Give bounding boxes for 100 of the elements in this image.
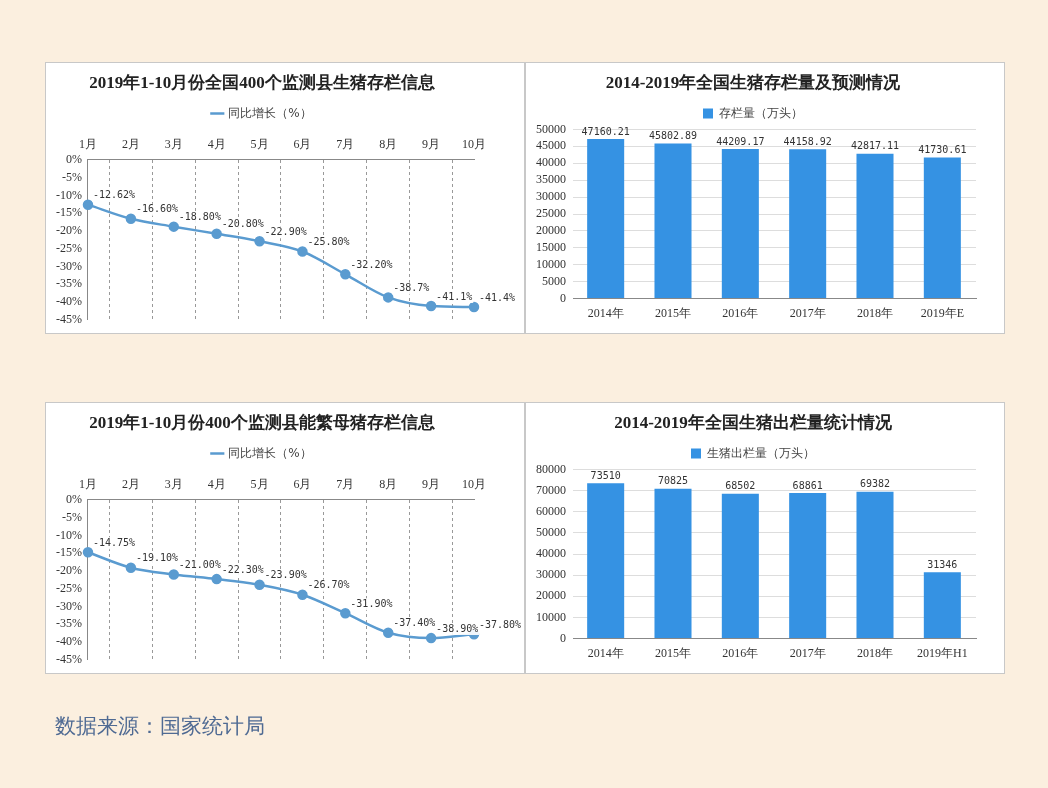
data-label: -38.90% [436,622,479,634]
y-tick-label: 50000 [536,525,566,540]
y-tick-label: -40% [55,634,82,649]
data-label: -37.40% [393,617,436,629]
x-tick-label: 1月 [78,136,97,151]
data-label: 70825 [657,475,689,487]
y-tick-label: 0% [65,151,82,166]
x-tick-label: 2015年 [655,645,691,660]
x-tick-label: 9月 [422,476,441,491]
data-label: 68861 [792,479,823,491]
x-tick-label: 9月 [422,136,441,151]
x-tick-label: 2017年 [789,305,826,320]
x-tick-label: 10月 [462,476,486,491]
y-tick-label: 70000 [536,482,566,497]
y-tick-label: -30% [55,258,82,273]
y-tick-label: 20000 [536,588,566,603]
legend-label: 同比增长（%） [228,445,312,460]
data-label: -20.80% [221,218,264,230]
data-label: 68502 [725,480,756,492]
x-tick-label: 2018年 [857,645,893,660]
chart-title: 2019年1-10月份全国400个监测县生猪存栏信息 [89,72,435,92]
data-label: -22.90% [264,225,307,237]
x-tick-label: 8月 [379,136,398,151]
x-tick-label: 6月 [293,476,312,491]
y-tick-label: -5% [61,509,82,524]
data-label: 47160.21 [581,125,630,137]
data-label: -12.62% [92,189,136,201]
y-tick-label: -30% [55,598,82,613]
x-tick-label: 2016年 [722,645,759,660]
data-label: -18.80% [178,211,221,223]
y-tick-label: -35% [55,616,82,631]
x-tick-label: 5月 [250,136,269,151]
data-label: 44209.17 [716,135,765,147]
data-label: -41.1% [436,290,473,302]
legend-label: 存栏量（万头） [719,105,803,120]
chart-title: 2014-2019年全国生猪出栏量统计情况 [614,412,893,432]
x-tick-label: 1月 [78,476,97,491]
y-tick-label: -25% [55,580,82,595]
data-label: -19.10% [135,552,179,564]
data-label: -37.80% [479,618,522,630]
data-label: 42817.11 [850,140,900,152]
x-tick-label: 2019年H1 [917,645,968,660]
y-tick-label: 10000 [536,256,566,271]
x-tick-label: 4月 [207,136,226,151]
data-label: -31.90% [350,597,393,609]
y-tick-label: 15000 [536,240,566,254]
y-tick-label: 0 [560,290,566,305]
y-tick-label: -20% [55,563,82,578]
data-label: -21.00% [178,559,221,571]
x-tick-label: 8月 [379,476,398,491]
data-label: 73510 [590,469,621,481]
y-tick-label: 30000 [536,189,566,204]
y-tick-label: 20000 [536,223,566,238]
x-tick-label: 3月 [164,476,183,491]
y-tick-label: -20% [55,223,82,238]
y-tick-label: -45% [55,651,82,666]
chart-title: 2014-2019年全国生猪存栏量及预测情况 [605,72,902,92]
y-tick-label: 60000 [536,503,566,518]
data-label: -41.4% [479,291,516,303]
y-tick-label: 10000 [536,609,566,624]
x-tick-label: 2018年 [857,305,893,320]
y-tick-label: -10% [55,187,82,202]
data-label: 44158.92 [783,135,832,147]
x-tick-label: 2015年 [655,305,691,320]
y-tick-label: 80000 [536,461,566,476]
x-tick-label: 6月 [293,136,312,151]
x-tick-label: 2014年 [587,645,624,660]
x-tick-label: 2014年 [587,305,624,320]
data-label: 31346 [927,558,958,570]
y-tick-label: -10% [55,527,82,542]
data-label: -32.20% [350,258,393,270]
y-tick-label: 35000 [536,172,566,187]
x-tick-label: 2017年 [789,645,826,660]
data-label: 69382 [859,478,891,490]
y-tick-label: 0% [65,491,82,506]
y-tick-label: -40% [55,294,82,309]
y-tick-label: -45% [55,311,82,326]
data-label: -16.60% [135,203,179,215]
x-tick-label: 2016年 [722,305,759,320]
data-label: -38.7% [393,281,430,293]
x-tick-label: 2月 [121,136,140,151]
x-tick-label: 4月 [207,476,226,491]
y-tick-label: -5% [61,169,82,184]
y-tick-label: 30000 [536,567,566,582]
data-label: -22.30% [221,563,264,575]
data-label: 45802.89 [648,130,698,142]
chart-title: 2019年1-10月份400个监测县能繁母猪存栏信息 [89,412,435,432]
x-tick-label: 3月 [164,136,183,151]
x-tick-label: 2019年E [920,305,965,320]
y-tick-label: 40000 [536,155,566,170]
y-tick-label: 40000 [536,546,566,561]
y-tick-label: -25% [55,240,82,255]
y-tick-label: 5000 [542,273,566,288]
data-label: -23.90% [264,569,307,581]
y-tick-label: 50000 [536,121,566,136]
legend-label: 生猪出栏量（万头） [707,445,815,460]
x-tick-label: 5月 [250,476,269,491]
data-label: -14.75% [92,536,136,548]
x-tick-label: 7月 [336,136,355,151]
data-label: -25.80% [307,236,350,248]
